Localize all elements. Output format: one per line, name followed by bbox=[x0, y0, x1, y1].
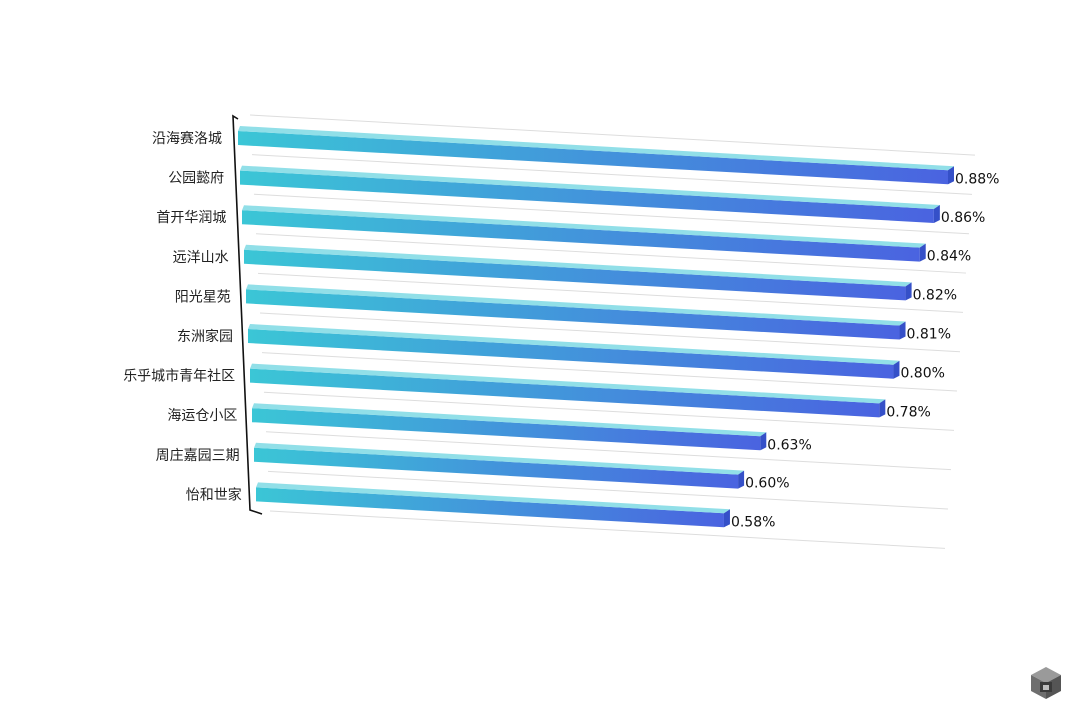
category-label: 公园懿府 bbox=[168, 171, 224, 187]
grid-line bbox=[267, 470, 949, 510]
bar bbox=[252, 408, 761, 451]
grid-line bbox=[269, 510, 946, 549]
bar bbox=[250, 368, 880, 418]
bars bbox=[238, 126, 954, 528]
bar-end-face bbox=[948, 166, 954, 185]
bar-top-face bbox=[254, 442, 745, 475]
category-axis bbox=[232, 114, 263, 515]
value-label: 0.82% bbox=[913, 287, 957, 303]
grid-line bbox=[263, 391, 955, 431]
bar-end-face bbox=[893, 360, 900, 379]
grid-lines bbox=[249, 114, 976, 549]
category-label: 阳光星苑 bbox=[175, 289, 231, 305]
bar-top-face bbox=[248, 324, 900, 365]
grid-line bbox=[251, 154, 973, 195]
bar-top-face bbox=[252, 403, 767, 437]
value-label: 0.88% bbox=[955, 171, 999, 187]
grid-line bbox=[261, 352, 958, 392]
bar bbox=[248, 329, 894, 379]
value-label: 0.78% bbox=[886, 404, 930, 420]
bar bbox=[246, 289, 900, 340]
bar bbox=[254, 447, 739, 489]
bar-end-face bbox=[919, 243, 926, 262]
cube-logo-icon bbox=[1031, 667, 1061, 699]
bar-top-face bbox=[246, 284, 906, 326]
grid-line bbox=[265, 431, 952, 471]
bar-top-face bbox=[250, 363, 886, 404]
grid-line bbox=[259, 312, 961, 353]
category-label: 沿海赛洛城 bbox=[152, 131, 222, 147]
bar-top-face bbox=[240, 165, 940, 209]
category-label: 东洲家园 bbox=[177, 328, 233, 345]
bar-top-face bbox=[238, 126, 954, 171]
bar bbox=[240, 170, 934, 223]
value-labels: 0.88% 0.86% 0.84% 0.82% 0.81% 0.80% 0.78% 0.63%… bbox=[731, 171, 1000, 530]
category-label: 首开华润城 bbox=[156, 210, 226, 226]
grid-line bbox=[249, 114, 976, 156]
bar-top-face bbox=[256, 482, 730, 514]
category-label: 海运仓小区 bbox=[167, 408, 237, 424]
bar-end-face bbox=[879, 399, 886, 418]
value-label: 0.58% bbox=[731, 514, 775, 530]
bar bbox=[256, 487, 724, 528]
category-label: 远洋山水 bbox=[173, 250, 229, 266]
bar-end-face bbox=[760, 432, 767, 451]
category-label: 乐乎城市青年社区 bbox=[123, 368, 235, 385]
bar bbox=[238, 131, 948, 185]
bar bbox=[244, 249, 906, 301]
bar-end-face bbox=[905, 282, 912, 301]
category-label: 周庄嘉园三期 bbox=[156, 447, 240, 464]
bar bbox=[242, 210, 920, 262]
value-label: 0.86% bbox=[941, 210, 985, 226]
bar-end-face bbox=[723, 509, 730, 528]
category-label: 怡和世家 bbox=[186, 486, 242, 503]
axis-line bbox=[232, 114, 263, 515]
bar-end-face bbox=[933, 204, 940, 223]
bar-top-face bbox=[242, 205, 926, 248]
value-label: 0.84% bbox=[927, 249, 971, 265]
bar-top-face bbox=[244, 244, 912, 287]
bar-end-face bbox=[738, 470, 745, 489]
grid-line bbox=[257, 272, 964, 313]
category-labels: 沿海赛洛城公园懿府首开华润城远洋山水阳光星苑东洲家园乐乎城市青年社区海运仓小区周… bbox=[123, 131, 242, 503]
value-label: 0.63% bbox=[767, 437, 811, 453]
value-label: 0.81% bbox=[907, 327, 951, 343]
grid-line bbox=[255, 233, 967, 274]
value-label: 0.80% bbox=[900, 366, 944, 382]
value-label: 0.60% bbox=[745, 476, 789, 492]
bar-end-face bbox=[899, 321, 906, 340]
grid-line bbox=[253, 193, 970, 235]
